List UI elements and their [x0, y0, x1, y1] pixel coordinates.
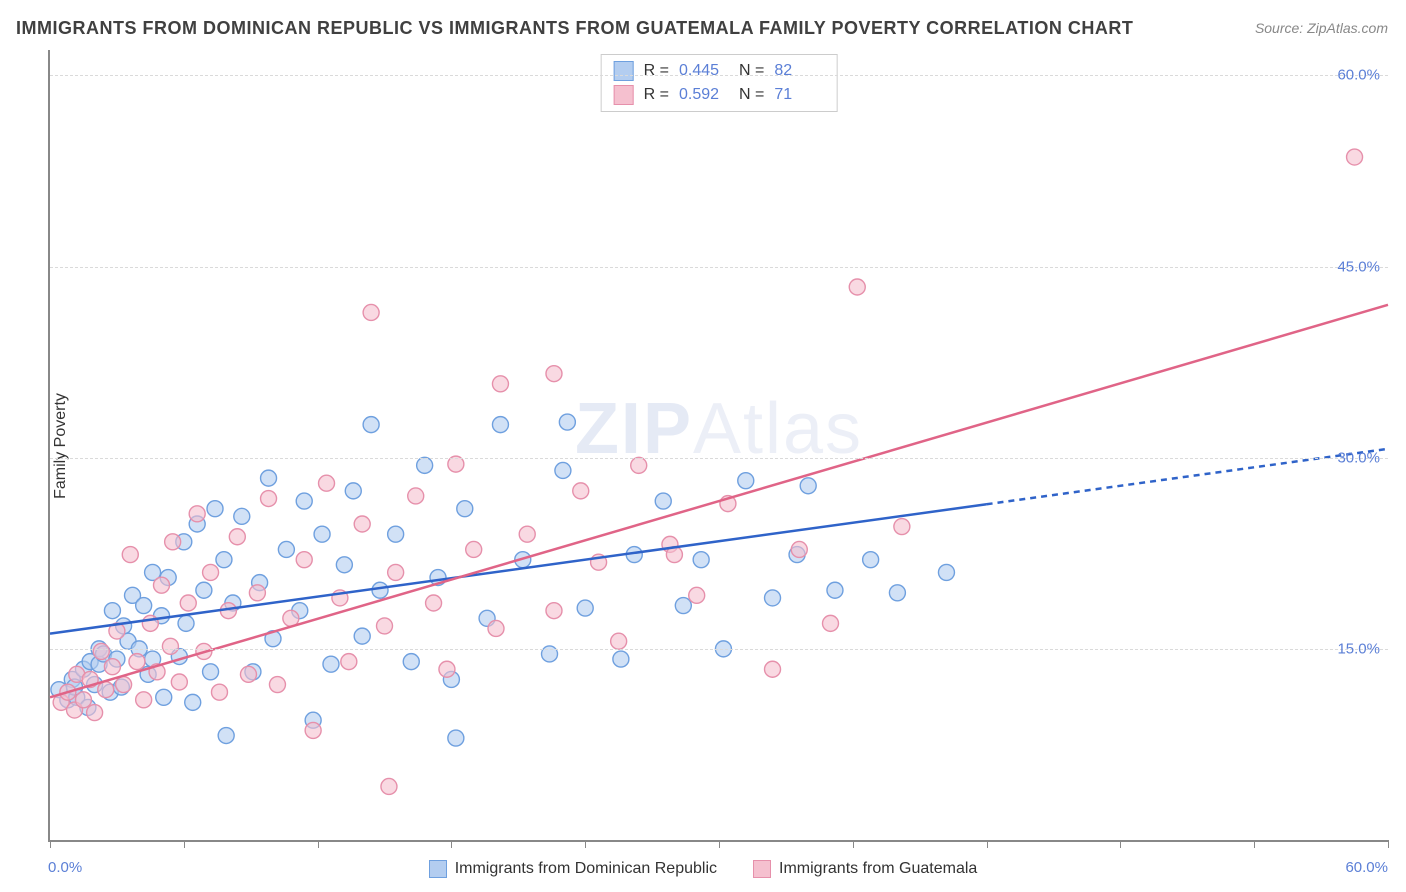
y-tick-label: 15.0% — [1337, 640, 1380, 657]
source-attribution: Source: ZipAtlas.com — [1255, 20, 1388, 36]
gridline — [50, 649, 1388, 650]
legend-row-dominican: R = 0.445 N = 82 — [614, 59, 825, 83]
x-tick — [719, 840, 720, 848]
x-tick — [50, 840, 51, 848]
x-tick — [853, 840, 854, 848]
swatch-dominican-icon — [429, 860, 447, 878]
n-value-guatemala: 71 — [774, 86, 824, 104]
r-label: R = — [644, 62, 669, 80]
x-tick — [318, 840, 319, 848]
x-tick — [987, 840, 988, 848]
y-tick-label: 45.0% — [1337, 258, 1380, 275]
x-tick — [585, 840, 586, 848]
r-value-dominican: 0.445 — [679, 62, 729, 80]
y-tick-label: 30.0% — [1337, 449, 1380, 466]
plot-area: ZIPAtlas R = 0.445 N = 82 R = 0.592 N = … — [48, 50, 1388, 842]
legend-row-guatemala: R = 0.592 N = 71 — [614, 83, 825, 107]
gridline — [50, 458, 1388, 459]
correlation-legend: R = 0.445 N = 82 R = 0.592 N = 71 — [601, 54, 838, 112]
x-tick — [1254, 840, 1255, 848]
legend-label-guatemala: Immigrants from Guatemala — [779, 860, 977, 878]
x-axis-legend: Immigrants from Dominican Republic Immig… — [0, 860, 1406, 878]
legend-item-guatemala: Immigrants from Guatemala — [753, 860, 977, 878]
chart-container: IMMIGRANTS FROM DOMINICAN REPUBLIC VS IM… — [0, 0, 1406, 892]
swatch-guatemala-icon — [753, 860, 771, 878]
x-tick — [184, 840, 185, 848]
x-tick — [1120, 840, 1121, 848]
gridline — [50, 75, 1388, 76]
n-label: N = — [739, 62, 764, 80]
x-tick — [1388, 840, 1389, 848]
r-label: R = — [644, 86, 669, 104]
legend-label-dominican: Immigrants from Dominican Republic — [455, 860, 717, 878]
chart-svg — [50, 50, 1388, 840]
r-value-guatemala: 0.592 — [679, 86, 729, 104]
swatch-dominican — [614, 61, 634, 81]
gridline — [50, 267, 1388, 268]
n-value-dominican: 82 — [774, 62, 824, 80]
legend-item-dominican: Immigrants from Dominican Republic — [429, 860, 717, 878]
chart-title: IMMIGRANTS FROM DOMINICAN REPUBLIC VS IM… — [16, 18, 1133, 39]
n-label: N = — [739, 86, 764, 104]
y-tick-label: 60.0% — [1337, 67, 1380, 84]
x-tick — [451, 840, 452, 848]
swatch-guatemala — [614, 85, 634, 105]
